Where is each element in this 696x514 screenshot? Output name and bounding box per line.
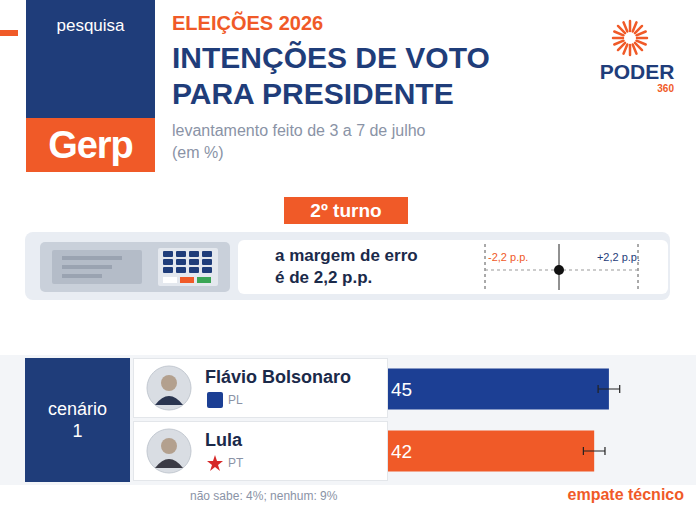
html-text:PT: PT <box>228 456 244 470</box>
html-text:ELEIÇÕES 2026: ELEIÇÕES 2026 <box>172 12 324 34</box>
html-text:(em %): (em %) <box>172 144 224 161</box>
html-text:360: 360 <box>657 83 674 94</box>
html-text:-2,2 p.p.: -2,2 p.p. <box>488 251 529 263</box>
html-text:não sabe: 4%; nenhum: 9%: não sabe: 4%; nenhum: 9% <box>190 489 338 503</box>
html-text:Flávio Bolsonaro: Flávio Bolsonaro <box>205 367 351 387</box>
html-text:Gerp: Gerp <box>48 124 133 166</box>
html-text:pesquisa: pesquisa <box>56 16 125 35</box>
html-text:empate técnico: empate técnico <box>567 486 684 503</box>
svg-text:42: 42 <box>391 441 412 462</box>
html-text:1: 1 <box>72 421 83 441</box>
html-text:cenário: cenário <box>48 399 107 419</box>
html-text:+2,2 p.p.: +2,2 p.p. <box>596 251 640 263</box>
html-text:2º turno: 2º turno <box>310 200 382 221</box>
html-text:PL: PL <box>228 393 243 407</box>
svg-text:45: 45 <box>391 379 412 400</box>
html-text:PODER: PODER <box>599 60 675 83</box>
html-text:levantamento feito de 3 a 7 de: levantamento feito de 3 a 7 de julho <box>172 122 426 139</box>
html-text:a margem de erro: a margem de erro <box>275 246 418 265</box>
html-text:PARA PRESIDENTE: PARA PRESIDENTE <box>172 77 454 110</box>
html-text:Lula: Lula <box>205 430 242 450</box>
html-text:INTENÇÕES DE VOTO: INTENÇÕES DE VOTO <box>172 41 490 74</box>
html-text:é de 2,2 p.p.: é de 2,2 p.p. <box>275 268 373 287</box>
